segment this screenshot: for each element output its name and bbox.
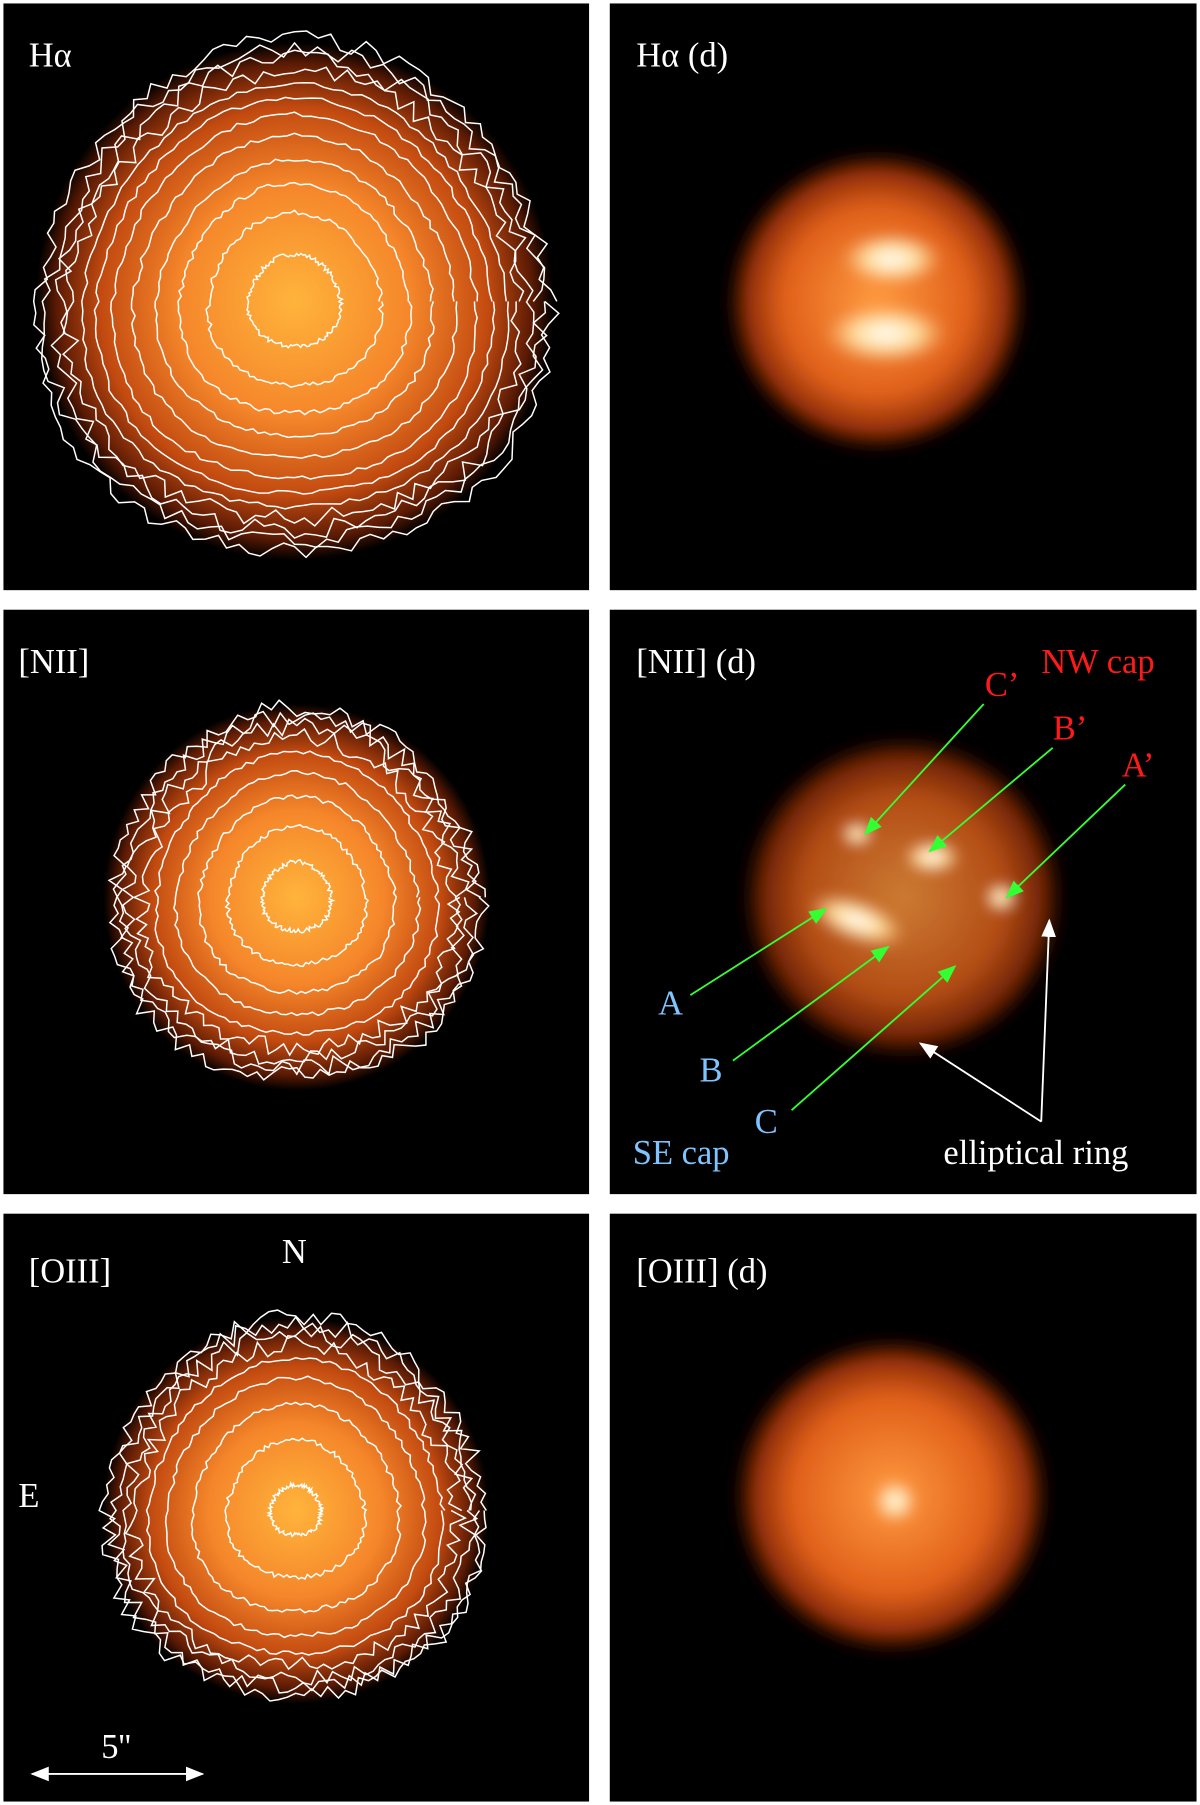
contour — [98, 1309, 487, 1702]
contour — [259, 859, 336, 934]
nebula-image — [35, 42, 554, 561]
arrow — [790, 965, 957, 1111]
arrow — [732, 945, 890, 1062]
contour — [164, 1375, 427, 1639]
contour — [145, 1356, 446, 1656]
contour — [121, 717, 470, 1065]
contour — [154, 750, 441, 1036]
contour — [266, 1480, 325, 1538]
contour — [32, 30, 560, 559]
arrow — [863, 703, 985, 836]
annotation: C’ — [985, 666, 1020, 704]
panel-label: Hα — [29, 37, 72, 75]
contour — [173, 770, 422, 1017]
annotation: B — [700, 1051, 723, 1089]
nebula-image — [721, 146, 1033, 457]
nebula-image — [736, 730, 1070, 1065]
annotation: A — [658, 985, 683, 1023]
panel-label: [OIII] — [29, 1253, 111, 1291]
arrow — [928, 747, 1054, 853]
arrow — [918, 1042, 1042, 1123]
annotation: elliptical ring — [943, 1134, 1128, 1172]
contour — [154, 158, 435, 439]
contour — [107, 699, 490, 1081]
contour — [81, 81, 510, 510]
contour — [107, 1315, 483, 1694]
contour — [62, 66, 525, 527]
annotation: SE cap — [633, 1134, 730, 1172]
arrow — [1005, 783, 1126, 899]
contour — [190, 1401, 402, 1614]
annotation: A’ — [1122, 747, 1155, 785]
panel-label: Hα (d) — [636, 37, 728, 75]
contour — [130, 132, 458, 459]
arrow — [689, 907, 828, 996]
contours — [32, 30, 560, 1702]
compass-east: E — [18, 1477, 39, 1515]
nebula-image — [728, 1332, 1056, 1659]
annotation: NW cap — [1041, 643, 1154, 681]
contour — [224, 824, 370, 968]
contour — [50, 49, 537, 539]
contour — [110, 111, 479, 480]
contour — [224, 1437, 368, 1580]
annotation: C — [755, 1103, 778, 1141]
scale-label: 5'' — [101, 1728, 131, 1766]
contour — [41, 41, 548, 549]
panel-label: [NII] (d) — [636, 643, 756, 681]
nebula-image — [102, 1317, 489, 1704]
contour — [177, 181, 413, 416]
contour — [124, 1335, 467, 1671]
arrow — [1040, 918, 1056, 1122]
contour — [122, 1325, 479, 1686]
contour — [93, 96, 496, 495]
contour — [197, 794, 398, 995]
contour — [246, 252, 345, 349]
annotation: B’ — [1053, 710, 1088, 748]
panel-label: [NII] — [18, 643, 89, 681]
panel-label: [OIII] (d) — [636, 1253, 767, 1291]
compass-north: N — [282, 1233, 307, 1271]
contour — [205, 209, 384, 388]
